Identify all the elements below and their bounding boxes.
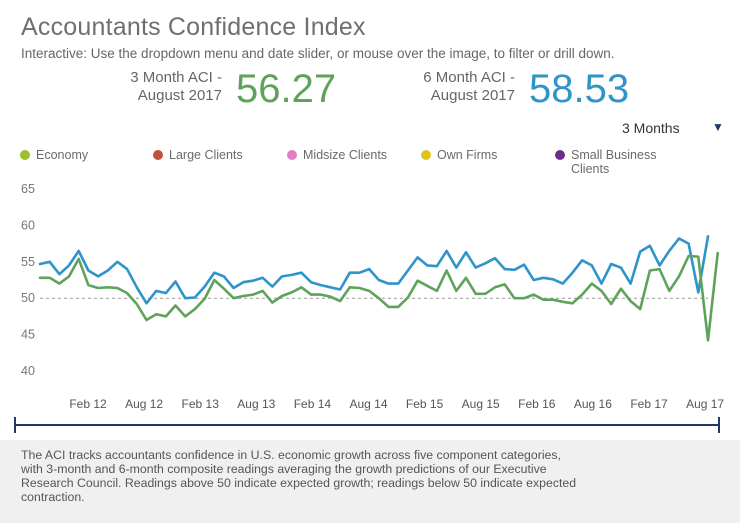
kpi-3-month-value: 56.27 [236,67,337,111]
x-tick-label: Aug 16 [574,397,612,411]
legend-label: Midsize Clients [303,148,388,162]
legend-label: Large Clients [169,148,243,162]
page-title: Accountants Confidence Index [21,13,366,41]
legend-label: Own Firms [437,148,498,162]
x-tick-label: Aug 14 [349,397,387,411]
period-dropdown-value: 3 Months [622,120,680,136]
series-line-3-month [38,251,720,342]
period-dropdown[interactable]: 3 Months ▼ [600,117,730,139]
kpi-6-month-value: 58.53 [529,67,630,111]
footer-text: The ACI tracks accountants confidence in… [21,448,621,504]
legend-label: Small Business Clients [571,148,657,176]
footer-description: The ACI tracks accountants confidence in… [0,440,740,523]
x-tick-label: Feb 15 [406,397,444,411]
x-tick-label: Feb 14 [294,397,332,411]
kpi-3-month-label-line1: 3 Month ACI - [130,69,222,86]
date-slider-start-handle[interactable] [14,417,16,433]
kpi-6-month-label-line1: 6 Month ACI - [423,69,515,86]
footer-line: with 3-month and 6-month composite readi… [21,462,547,476]
y-tick-label: 55 [21,255,35,269]
kpi-3-month-label: 3 Month ACI - August 2017 [95,69,222,105]
y-tick-label: 40 [21,364,35,378]
kpi-6-month-label: 6 Month ACI - August 2017 [388,69,515,105]
legend-dot-icon [421,150,431,160]
legend-label: Economy [36,148,89,162]
x-tick-label: Feb 12 [69,397,107,411]
y-tick-label: 45 [21,328,35,342]
page-subtitle: Interactive: Use the dropdown menu and d… [21,46,615,61]
legend-dot-icon [153,150,163,160]
kpi-3-month-label-line2: August 2017 [137,87,222,104]
line-chart[interactable]: 65 60 55 50 45 40 Feb 12 Aug 12 Feb 13 Aug 13 Feb … [0,0,740,440]
y-tick-label: 65 [21,182,35,196]
footer-line: contraction. [21,490,85,504]
x-tick-label: Feb 16 [518,397,556,411]
x-tick-label: Aug 13 [237,397,275,411]
chevron-down-icon[interactable]: ▼ [712,120,724,134]
date-slider-track[interactable] [14,424,720,426]
legend-dot-icon [287,150,297,160]
y-tick-label: 60 [21,218,35,232]
x-tick-label: Aug 17 [686,397,724,411]
x-tick-label: Feb 13 [182,397,220,411]
x-tick-label: Feb 17 [630,397,668,411]
date-slider-end-handle[interactable] [718,417,720,433]
footer-line: Research Council. Readings above 50 indi… [21,476,577,490]
kpi-6-month-label-line2: August 2017 [430,87,515,104]
x-tick-label: Aug 12 [125,397,163,411]
legend-dot-icon [20,150,30,160]
y-tick-label: 50 [21,291,35,305]
footer-line: The ACI tracks accountants confidence in… [21,448,561,462]
legend-dot-icon [555,150,565,160]
x-tick-label: Aug 15 [462,397,500,411]
series-line-6-month [38,235,710,305]
